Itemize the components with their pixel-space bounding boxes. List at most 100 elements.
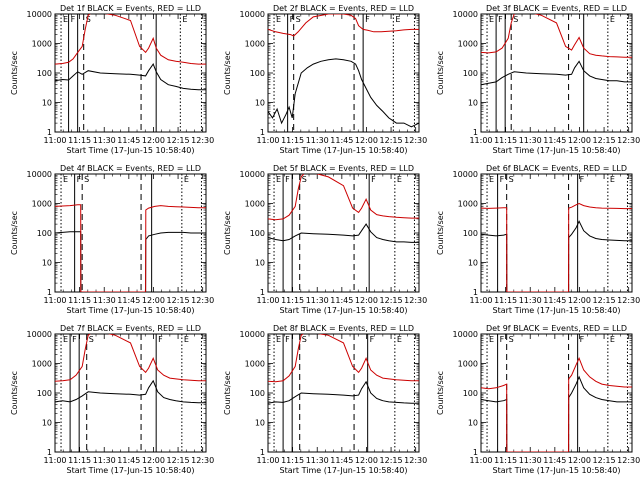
marker-label: E (276, 15, 281, 24)
x-tick-label: 12:15 (167, 296, 190, 305)
chart-title: Det 2f BLACK = Events, RED = LLD (273, 4, 414, 13)
marker-label: S (302, 175, 307, 184)
y-axis-label: Counts/sec (223, 371, 232, 415)
y-tick-label: 10000 (453, 10, 478, 19)
x-tick-label: 12:30 (191, 136, 214, 145)
marker-label: F (365, 15, 370, 24)
marker-label: E (610, 15, 615, 24)
y-tick-label: 10 (42, 419, 52, 428)
x-tick-label: 11:45 (543, 296, 566, 305)
x-axis-label: Start Time (17-Jun-15 10:58:40) (280, 466, 408, 475)
plot-frame (480, 333, 633, 453)
series-lld-line (268, 14, 419, 37)
series-lld-line (481, 202, 632, 292)
y-tick-label: 1 (260, 448, 265, 457)
marker-label: S (296, 15, 301, 24)
x-tick-label: 11:45 (117, 456, 140, 465)
y-axis-label: Counts/sec (10, 51, 19, 95)
y-tick-label: 1000 (32, 360, 52, 369)
x-tick-label: 12:15 (380, 456, 403, 465)
y-tick-label: 100 (37, 389, 52, 398)
y-tick-label: 100 (463, 229, 478, 238)
marker-label: E (276, 175, 281, 184)
x-axis-label: Start Time (17-Jun-15 10:58:40) (67, 306, 195, 315)
marker-label: E (397, 175, 402, 184)
plot-frame (267, 173, 420, 293)
y-tick-label: 1000 (32, 40, 52, 49)
chart-panel-8: Det 8f BLACK = Events, RED = LLD Start Ti… (223, 324, 427, 475)
marker-label: F (580, 335, 585, 344)
x-tick-label: 11:45 (117, 136, 140, 145)
y-tick-label: 10000 (453, 170, 478, 179)
plot-frame (480, 173, 633, 293)
y-tick-label: 1000 (458, 40, 478, 49)
x-tick-label: 12:00 (142, 296, 165, 305)
x-tick-label: 12:15 (593, 456, 616, 465)
y-tick-label: 1000 (245, 360, 265, 369)
chart-panel-3: Det 3f BLACK = Events, RED = LLD Start Ti… (436, 4, 640, 155)
marker-label: E (489, 335, 494, 344)
chart-panel-2: Det 2f BLACK = Events, RED = LLD Start Ti… (223, 4, 427, 155)
marker-label: F (285, 175, 290, 184)
marker-label: S (509, 335, 514, 344)
y-tick-label: 100 (250, 229, 265, 238)
y-tick-label: 10 (468, 419, 478, 428)
x-tick-label: 11:30 (519, 296, 542, 305)
x-tick-label: 12:30 (617, 296, 640, 305)
chart-title: Det 4f BLACK = Events, RED = LLD (60, 164, 201, 173)
x-tick-label: 12:30 (617, 456, 640, 465)
series-events-line (268, 223, 419, 243)
x-tick-label: 12:00 (568, 136, 591, 145)
x-tick-label: 12:00 (142, 136, 165, 145)
y-tick-label: 1000 (245, 200, 265, 209)
x-tick-label: 11:15 (281, 296, 304, 305)
x-tick-label: 11:45 (543, 136, 566, 145)
x-tick-label: 11:00 (43, 456, 66, 465)
y-tick-label: 1000 (32, 200, 52, 209)
series-lld-line (268, 334, 419, 383)
x-tick-label: 11:00 (43, 296, 66, 305)
x-tick-label: 12:30 (191, 456, 214, 465)
chart-title: Det 5f BLACK = Events, RED = LLD (273, 164, 414, 173)
chart-title: Det 3f BLACK = Events, RED = LLD (486, 4, 627, 13)
x-tick-label: 11:15 (494, 456, 517, 465)
x-axis-label: Start Time (17-Jun-15 10:58:40) (67, 146, 195, 155)
marker-label: S (89, 335, 94, 344)
marker-label: F (77, 175, 82, 184)
y-tick-label: 1 (47, 128, 52, 137)
x-tick-label: 11:30 (93, 296, 116, 305)
y-tick-label: 1000 (458, 360, 478, 369)
y-tick-label: 1 (47, 288, 52, 297)
x-tick-label: 11:45 (330, 456, 353, 465)
y-tick-label: 10 (42, 259, 52, 268)
x-tick-label: 11:00 (469, 296, 492, 305)
x-tick-label: 11:45 (543, 456, 566, 465)
marker-label: F (72, 335, 77, 344)
marker-label: E (610, 175, 615, 184)
x-tick-label: 11:15 (494, 136, 517, 145)
x-tick-label: 11:15 (68, 136, 91, 145)
y-tick-label: 100 (250, 389, 265, 398)
x-tick-label: 11:30 (93, 136, 116, 145)
marker-label: S (513, 15, 518, 24)
series-events-line (481, 220, 632, 292)
x-tick-label: 11:00 (469, 136, 492, 145)
series-events-line (268, 58, 419, 128)
marker-label: E (397, 335, 402, 344)
y-tick-label: 1 (260, 128, 265, 137)
series-lld-line (481, 357, 632, 452)
chart-panel-7: Det 7f BLACK = Events, RED = LLD Start Ti… (10, 324, 214, 475)
x-tick-label: 12:30 (191, 296, 214, 305)
x-tick-label: 11:45 (330, 296, 353, 305)
marker-label: F (580, 175, 585, 184)
y-tick-label: 1 (473, 128, 478, 137)
y-axis-label: Counts/sec (10, 371, 19, 415)
x-tick-label: 11:30 (519, 456, 542, 465)
marker-label: F (498, 15, 503, 24)
x-axis-label: Start Time (17-Jun-15 10:58:40) (280, 306, 408, 315)
chart-title: Det 9f BLACK = Events, RED = LLD (486, 324, 627, 333)
marker-label: E (276, 335, 281, 344)
x-axis-label: Start Time (17-Jun-15 10:58:40) (493, 306, 621, 315)
marker-label: E (182, 15, 187, 24)
series-events-line (55, 63, 206, 91)
